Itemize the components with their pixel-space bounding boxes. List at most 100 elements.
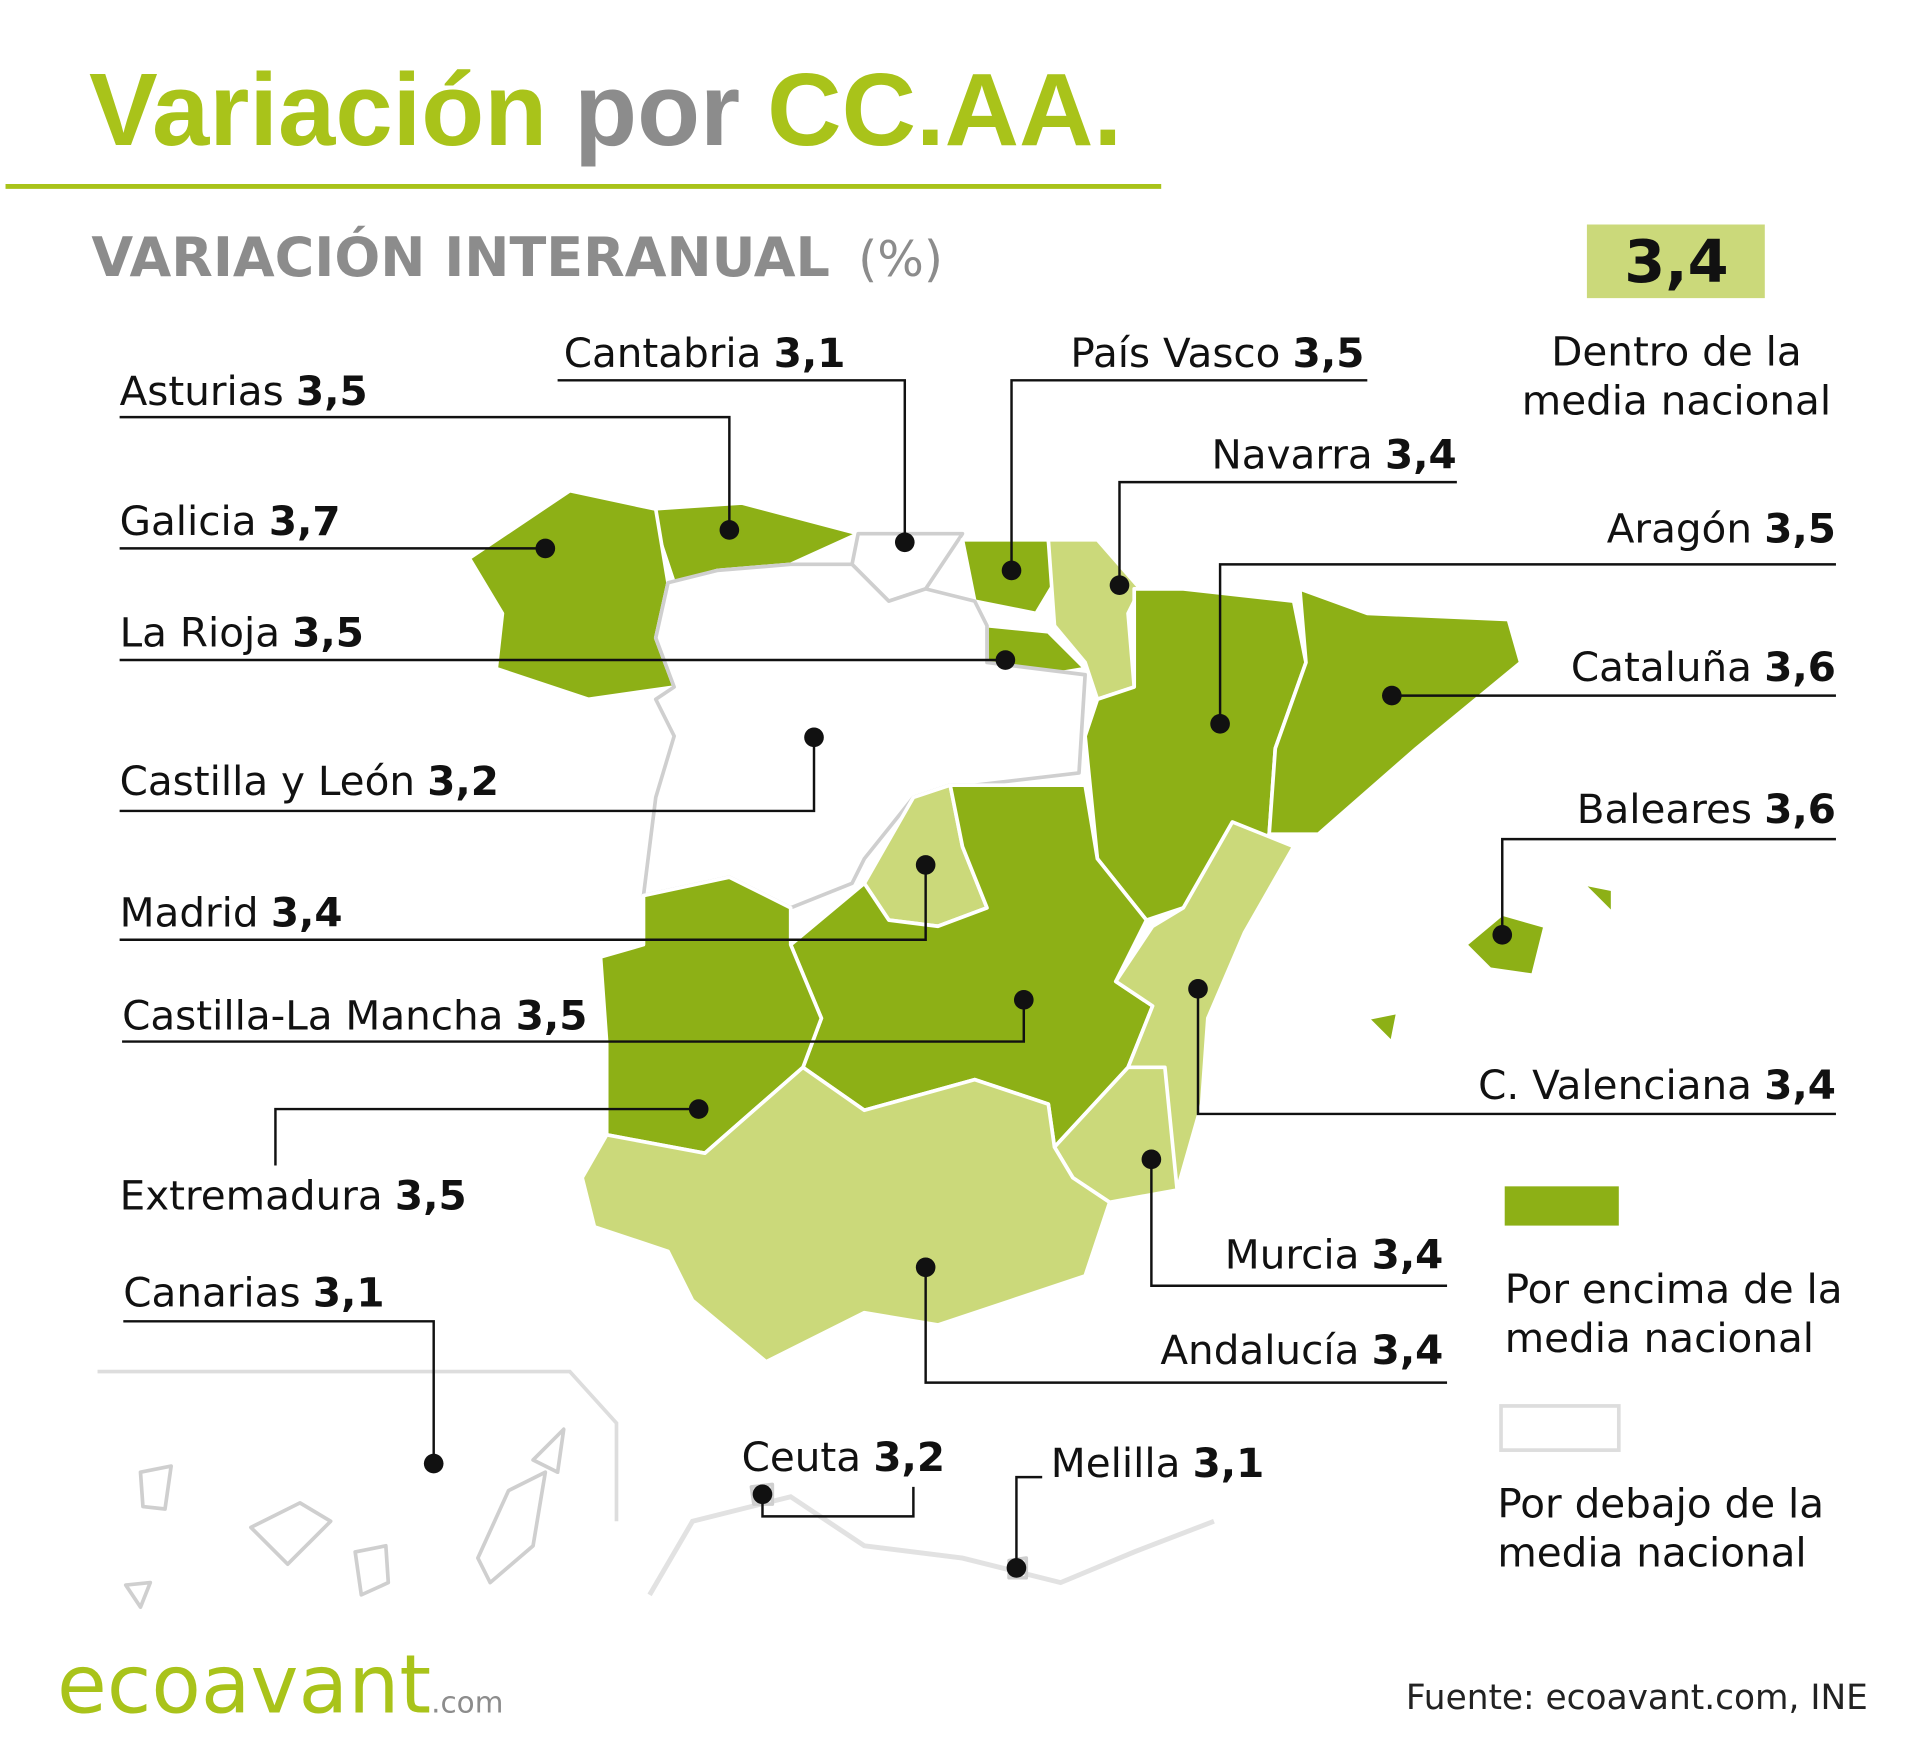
logo-text: ecoavant	[57, 1639, 431, 1733]
region-value: 3,5	[395, 1172, 467, 1220]
leader-line	[761, 1486, 915, 1518]
region-label: Andalucía 3,4	[1160, 1326, 1443, 1374]
leader-line	[119, 415, 731, 530]
region-shape	[249, 1501, 333, 1567]
region-name: Cataluña	[1571, 643, 1752, 691]
region-value: 3,2	[873, 1433, 945, 1481]
leader-line	[1501, 837, 1836, 935]
region-shape	[476, 1470, 548, 1585]
region-name: Ceuta	[742, 1433, 861, 1481]
region-value: 3,6	[1764, 643, 1836, 691]
legend-label: Por debajo de la	[1497, 1480, 1824, 1528]
leader-line	[1218, 563, 1836, 724]
region-dot	[915, 855, 936, 875]
region-value: 3,5	[296, 367, 368, 415]
legend-swatch	[1504, 1186, 1619, 1226]
region-dot	[1188, 979, 1208, 999]
region-value: 3,4	[271, 888, 343, 936]
region-label: Castilla-La Mancha 3,5	[122, 991, 587, 1039]
region-dot	[1109, 575, 1130, 596]
region-dot	[1006, 1558, 1027, 1578]
region-label: Galicia 3,7	[120, 497, 341, 545]
region-value: 3,7	[269, 497, 341, 545]
region-name: Aragón	[1607, 504, 1752, 552]
region-name: Andalucía	[1160, 1326, 1359, 1374]
leader-line	[1150, 1159, 1448, 1287]
region-shape	[531, 1427, 566, 1475]
region-dot	[752, 1484, 773, 1505]
logo-suffix: .com	[431, 1686, 503, 1720]
region-label: Madrid 3,4	[120, 888, 343, 936]
region-dot	[915, 1257, 936, 1278]
leader-line	[1196, 988, 1836, 1116]
leader-line	[119, 737, 816, 813]
region-name: Castilla y León	[120, 757, 415, 805]
region-value: 3,2	[427, 757, 499, 805]
region-dot	[1210, 714, 1230, 734]
region-value: 3,4	[1764, 1061, 1836, 1109]
region-label: Cataluña 3,6	[1571, 643, 1836, 691]
region-value: 3,1	[313, 1269, 385, 1317]
region-shape	[138, 1464, 173, 1511]
region-dot	[1492, 925, 1513, 945]
region-shape	[123, 1580, 153, 1609]
region-name: Castilla-La Mancha	[122, 991, 503, 1039]
region-name: Murcia	[1225, 1231, 1360, 1279]
map	[97, 488, 1615, 1609]
source: Fuente: ecoavant.com, INE	[1406, 1678, 1868, 1718]
logo: ecoavant.com	[57, 1639, 503, 1733]
region-label: Baleares 3,6	[1577, 785, 1836, 833]
title-part: CC.AA.	[767, 52, 1122, 167]
legend-label: media nacional	[1497, 1529, 1806, 1577]
region-name: Canarias	[123, 1269, 300, 1317]
region-label: Asturias 3,5	[120, 367, 368, 415]
leader-line	[274, 1107, 699, 1166]
region-name: Galicia	[120, 497, 257, 545]
leader-line	[119, 864, 927, 941]
region-value: 3,5	[1764, 504, 1836, 552]
region-dot	[804, 727, 824, 748]
leader-line	[122, 999, 1026, 1043]
region-value: 3,4	[1385, 431, 1457, 479]
leader-line	[924, 1267, 1448, 1384]
region-value: 3,4	[1372, 1231, 1444, 1279]
africa-coast	[647, 1494, 1215, 1597]
region-label: Extremadura 3,5	[120, 1172, 467, 1220]
region-name: Baleares	[1577, 785, 1752, 833]
region-value: 3,1	[774, 329, 846, 377]
region-shape	[1580, 881, 1615, 916]
title-part: Variación	[89, 52, 547, 167]
region-dot	[423, 1453, 444, 1474]
region-name: Melilla	[1051, 1439, 1181, 1487]
legend-swatch	[1499, 1404, 1621, 1452]
title: Variación por CC.AA.	[89, 52, 1122, 167]
leader-line	[1010, 379, 1368, 571]
region-value: 3,5	[516, 991, 588, 1039]
region-dot	[1013, 990, 1034, 1010]
region-shape	[1267, 587, 1523, 837]
leader-line	[123, 1320, 435, 1464]
region-value: 3,4	[1372, 1326, 1444, 1374]
region-name: Navarra	[1211, 431, 1372, 479]
region-dot	[688, 1099, 709, 1119]
region-name: C. Valenciana	[1478, 1061, 1752, 1109]
region-name: Madrid	[120, 888, 259, 936]
region-shape	[580, 1065, 1112, 1364]
national-label: media nacional	[1522, 377, 1831, 425]
region-name: País Vasco	[1070, 329, 1280, 377]
region-label: Castilla y León 3,2	[120, 757, 499, 805]
region-name: Extremadura	[120, 1172, 383, 1220]
national-label: Dentro de la	[1551, 328, 1801, 376]
region-value: 3,5	[1293, 329, 1365, 377]
region-dot	[1001, 560, 1022, 581]
region-shape	[1463, 912, 1548, 978]
region-label: C. Valenciana 3,4	[1478, 1061, 1836, 1109]
region-label: Cantabria 3,1	[564, 329, 846, 377]
region-label: Navarra 3,4	[1211, 431, 1456, 479]
region-label: Canarias 3,1	[123, 1269, 384, 1317]
region-label: País Vasco 3,5	[1070, 329, 1364, 377]
region-label: Murcia 3,4	[1225, 1231, 1444, 1279]
legend-label: Por encima de la	[1505, 1265, 1843, 1313]
